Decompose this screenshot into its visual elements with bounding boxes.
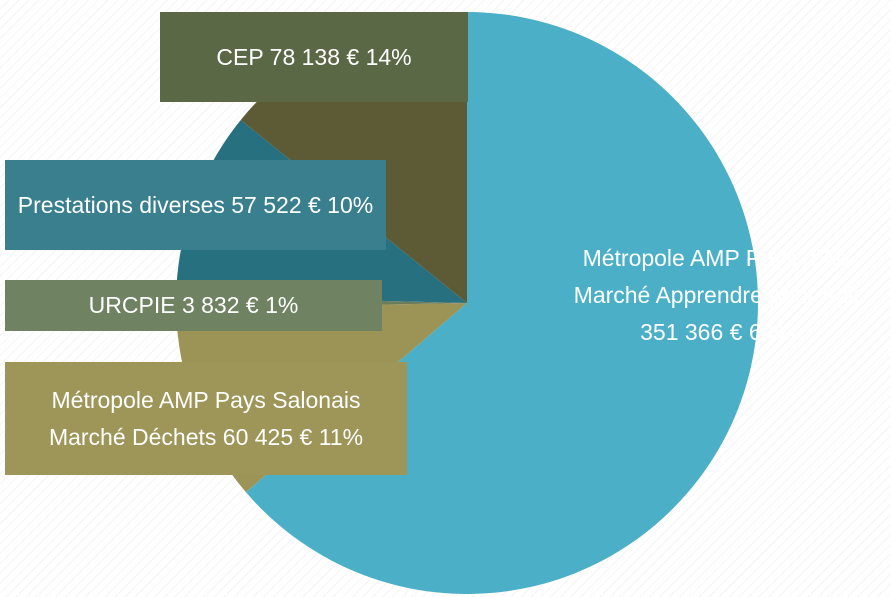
data-label: CEP 78 138 € 14% bbox=[160, 12, 468, 102]
category-label: Métropole AMP Pays Salonais Marché Déche… bbox=[48, 386, 361, 450]
value-label: 57 522 € 10% bbox=[231, 191, 374, 218]
category-label: CEP bbox=[216, 43, 264, 70]
value-label: 60 425 € 11% bbox=[222, 423, 364, 450]
data-label-text: Métropole AMP Pays d'Aix Marché Apprendr… bbox=[553, 240, 882, 351]
value-label: 3 832 € 1% bbox=[181, 292, 299, 318]
data-label: URCPIE 3 832 € 1% bbox=[5, 280, 382, 331]
data-label: Prestations diverses 57 522 € 10% bbox=[5, 160, 386, 250]
value-label: 78 138 € 14% bbox=[269, 43, 412, 70]
category-label: Métropole AMP Pays d'Aix Marché Apprendr… bbox=[573, 244, 862, 308]
category-label: Prestations diverses bbox=[17, 191, 225, 218]
data-label-text: CEP 78 138 € 14% bbox=[168, 39, 460, 76]
category-label: URCPIE bbox=[88, 292, 176, 318]
data-label-text: Prestations diverses 57 522 € 10% bbox=[13, 187, 378, 224]
data-label: Métropole AMP Pays d'Aix Marché Apprendr… bbox=[545, 215, 890, 375]
data-label-text: Métropole AMP Pays Salonais Marché Déche… bbox=[13, 382, 399, 456]
data-label-text: URCPIE 3 832 € 1% bbox=[13, 287, 374, 324]
value-label: 351 366 € 64% bbox=[640, 318, 795, 345]
data-label: Métropole AMP Pays Salonais Marché Déche… bbox=[5, 362, 407, 475]
